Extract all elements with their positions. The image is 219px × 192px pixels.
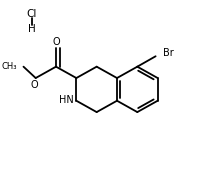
Text: Br: Br xyxy=(163,48,174,58)
Text: Cl: Cl xyxy=(26,9,37,19)
Text: CH₃: CH₃ xyxy=(2,62,17,71)
Text: HN: HN xyxy=(59,95,74,105)
Text: H: H xyxy=(28,24,35,34)
Text: O: O xyxy=(31,80,39,90)
Text: O: O xyxy=(52,37,60,47)
